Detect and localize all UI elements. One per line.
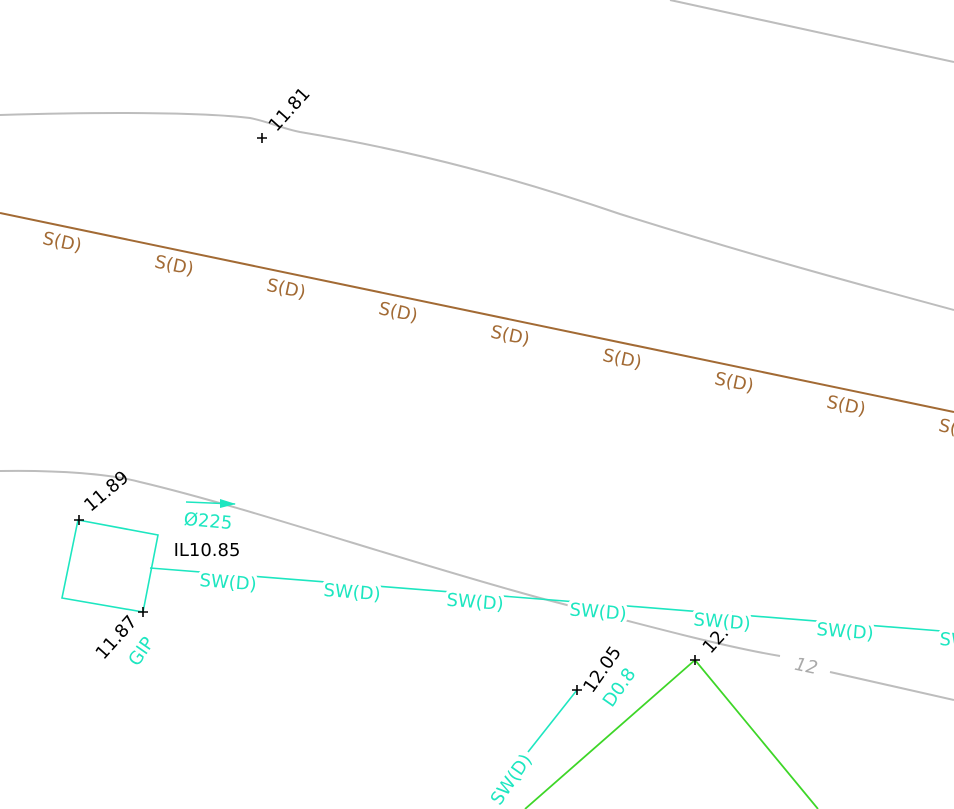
survey-point <box>257 133 267 143</box>
storm-label: SW(D) <box>569 599 628 624</box>
arrow-head <box>220 499 236 508</box>
sewer-label: S(D) <box>713 368 756 397</box>
storm-label: SW(D) <box>487 750 537 809</box>
level-label: 11.81 <box>265 83 315 135</box>
storm-label: SW(D) <box>323 580 382 605</box>
storm-branch <box>527 689 578 753</box>
contour-line <box>0 469 781 657</box>
sewer-label: S(D) <box>265 275 308 304</box>
contour-line <box>829 671 954 701</box>
survey-point <box>138 607 148 617</box>
survey-point <box>74 515 84 525</box>
sewer-line <box>0 212 954 413</box>
storm-label: SW(D) <box>446 590 505 615</box>
labels: 11.81 11.89 11.87 12.05 12.01 Ø225 IL10.… <box>80 83 819 809</box>
sewer-label: S(D) <box>489 322 532 351</box>
storm-label: SW(D) <box>693 609 752 634</box>
sewer-label: S(D) <box>377 298 420 327</box>
sewer-label: S(D) <box>41 228 84 257</box>
invert-level: IL10.85 <box>174 540 241 561</box>
sewer-label: S(D) <box>937 415 954 444</box>
survey-point <box>572 685 582 695</box>
storm-line <box>149 567 954 633</box>
pipe-size: Ø225 <box>183 509 233 534</box>
survey-point <box>690 655 700 665</box>
gully-box <box>61 519 159 613</box>
sewer-label: S(D) <box>825 392 868 421</box>
storm-label: SW(D) <box>199 570 258 595</box>
contour-label: 12 <box>793 654 820 679</box>
storm-label: SW(D) <box>816 619 875 644</box>
sewer-label: S(D) <box>601 345 644 374</box>
boundary-line <box>524 658 819 809</box>
sewer-label: S(D) <box>153 252 196 281</box>
contour-line <box>669 0 954 63</box>
contour-line <box>0 112 954 311</box>
storm-label: SW(D) <box>939 629 954 654</box>
